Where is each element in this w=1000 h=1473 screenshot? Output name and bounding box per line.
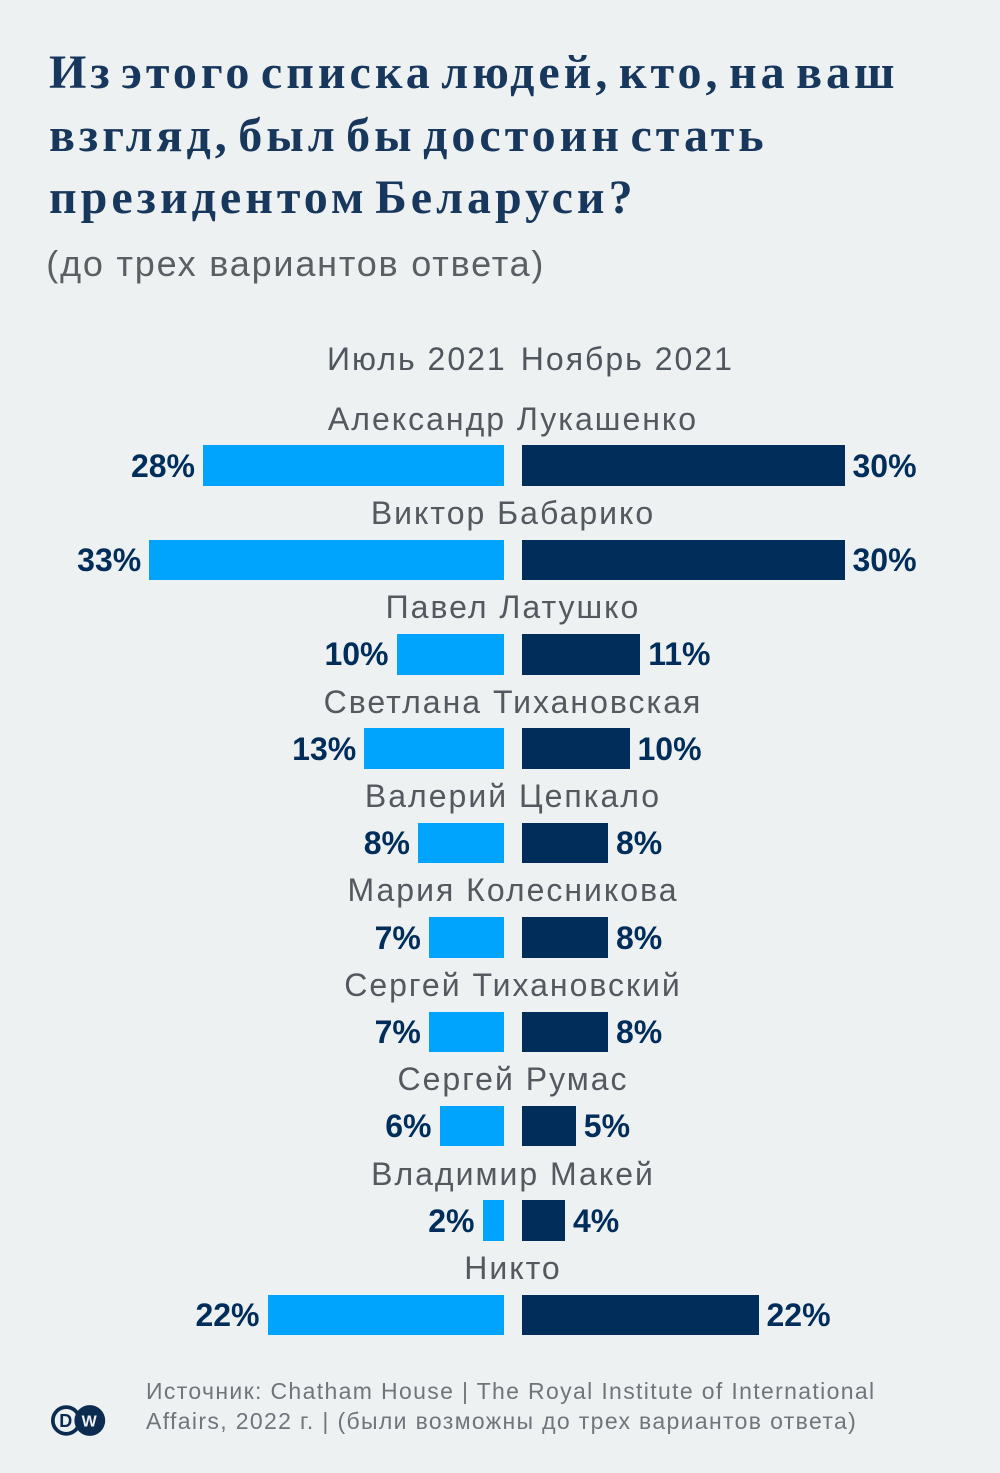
svg-text:W: W xyxy=(82,1413,98,1430)
svg-text:D: D xyxy=(59,1411,72,1431)
